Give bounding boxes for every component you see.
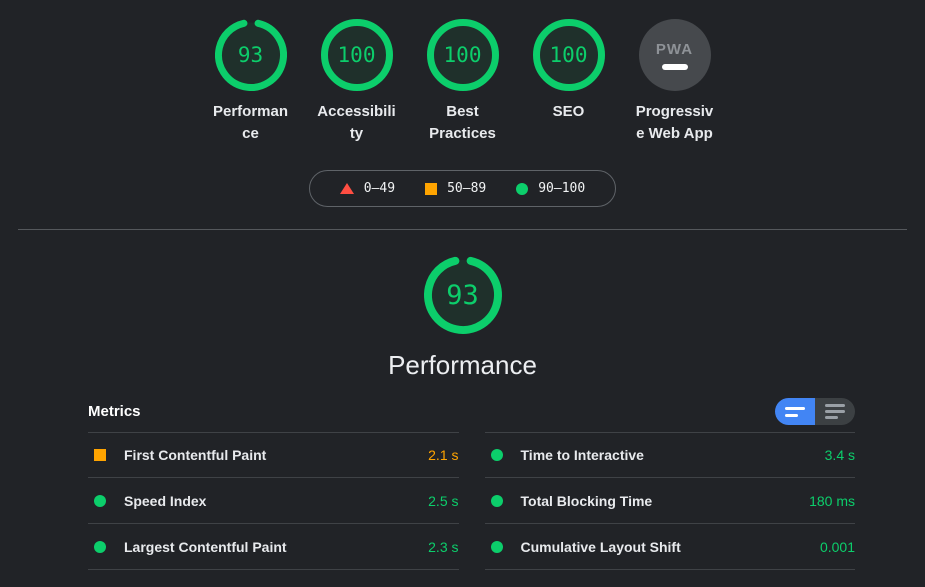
seo-gauge-icon: 100 xyxy=(532,19,605,91)
best-practices-score-value: 100 xyxy=(443,43,482,67)
metrics-view-toggle[interactable] xyxy=(775,398,855,425)
metric-row-cumulative-layout-shift: Cumulative Layout Shift 0.001 xyxy=(484,524,855,570)
best-practices-score-label: Best Practices xyxy=(429,103,496,142)
average-square-icon xyxy=(94,449,106,461)
pass-circle-icon xyxy=(94,540,106,553)
metric-value: 2.1 s xyxy=(428,447,459,463)
metric-label: First Contentful Paint xyxy=(124,447,267,463)
metric-label: Cumulative Layout Shift xyxy=(520,538,681,555)
best-practices-gauge-icon: 100 xyxy=(426,19,499,91)
toggle-condensed-view-button[interactable] xyxy=(775,398,815,425)
legend-item-average: 50–89 xyxy=(425,181,486,196)
performance-section: 93 Performance xyxy=(0,255,925,380)
pass-circle-icon xyxy=(516,182,529,195)
score-gauge-best-practices[interactable]: 100 Best Practices xyxy=(410,19,516,145)
metric-row-first-contentful-paint: First Contentful Paint 2.1 s xyxy=(88,432,459,478)
pwa-score-label: Progressiv e Web App xyxy=(635,103,714,142)
condensed-view-icon xyxy=(785,406,805,417)
metric-value: 180 ms xyxy=(809,492,855,509)
metric-row-time-to-interactive: Time to Interactive 3.4 s xyxy=(484,432,855,478)
score-gauge-pwa[interactable]: PWA Progressiv e Web App xyxy=(622,19,728,145)
legend-range-average: 50–89 xyxy=(447,181,487,196)
pass-circle-icon xyxy=(94,494,106,507)
score-legend-pill: 0–49 50–89 90–100 xyxy=(308,170,617,207)
accessibility-score-label: Accessibili ty xyxy=(317,103,396,142)
toggle-expanded-view-button[interactable] xyxy=(815,398,855,425)
score-gauge-accessibility[interactable]: 100 Accessibili ty xyxy=(304,19,410,145)
metrics-header: Metrics xyxy=(88,398,855,425)
metric-value: 3.4 s xyxy=(824,447,855,463)
accessibility-score-value: 100 xyxy=(337,43,376,67)
metric-value: 2.3 s xyxy=(428,538,459,555)
legend-range-fail: 0–49 xyxy=(363,181,396,196)
metrics-section: Metrics First Contentful Paint 2.1 s Tim… xyxy=(88,398,855,570)
legend-item-fail: 0–49 xyxy=(339,181,396,196)
legend-item-pass: 90–100 xyxy=(516,181,585,196)
seo-score-label: SEO xyxy=(552,103,585,120)
pwa-dash-icon xyxy=(661,63,688,70)
metric-value: 0.001 xyxy=(819,538,855,555)
metric-label: Total Blocking Time xyxy=(520,492,653,509)
expanded-view-icon xyxy=(825,404,845,419)
performance-section-title: Performance xyxy=(388,350,537,380)
fail-triangle-icon xyxy=(339,183,354,194)
legend-range-pass: 90–100 xyxy=(538,181,586,196)
score-gauge-performance[interactable]: 93 Performan ce xyxy=(198,19,304,145)
performance-score-label: Performan ce xyxy=(212,103,289,142)
performance-section-gauge[interactable]: 93 xyxy=(423,255,503,335)
pwa-logo-text: PWA xyxy=(655,40,694,58)
score-gauge-seo[interactable]: 100 SEO xyxy=(516,19,622,145)
accessibility-gauge-icon: 100 xyxy=(320,19,393,91)
performance-gauge-icon: 93 xyxy=(214,19,287,91)
metric-row-total-blocking-time: Total Blocking Time 180 ms xyxy=(484,478,855,524)
metric-label: Largest Contentful Paint xyxy=(124,538,287,555)
seo-score-value: 100 xyxy=(549,43,588,67)
pass-circle-icon xyxy=(490,449,503,461)
metrics-grid: First Contentful Paint 2.1 s Time to Int… xyxy=(88,432,855,570)
section-divider xyxy=(18,229,907,230)
performance-section-score: 93 xyxy=(446,279,479,311)
metrics-heading: Metrics xyxy=(88,403,141,420)
metric-row-largest-contentful-paint: Largest Contentful Paint 2.3 s xyxy=(88,524,459,570)
metric-row-speed-index: Speed Index 2.5 s xyxy=(88,478,459,524)
pwa-badge-icon: PWA xyxy=(638,19,711,91)
score-legend: 0–49 50–89 90–100 xyxy=(0,170,925,207)
metric-label: Speed Index xyxy=(124,492,207,509)
metric-value: 2.5 s xyxy=(428,492,459,509)
category-scores-row: 93 Performan ce 100 Accessibili ty 100 B… xyxy=(0,0,925,145)
pass-circle-icon xyxy=(490,540,503,553)
pass-circle-icon xyxy=(490,494,503,507)
performance-score-value: 93 xyxy=(237,43,264,67)
average-square-icon xyxy=(425,182,438,195)
metric-label: Time to Interactive xyxy=(520,447,644,463)
